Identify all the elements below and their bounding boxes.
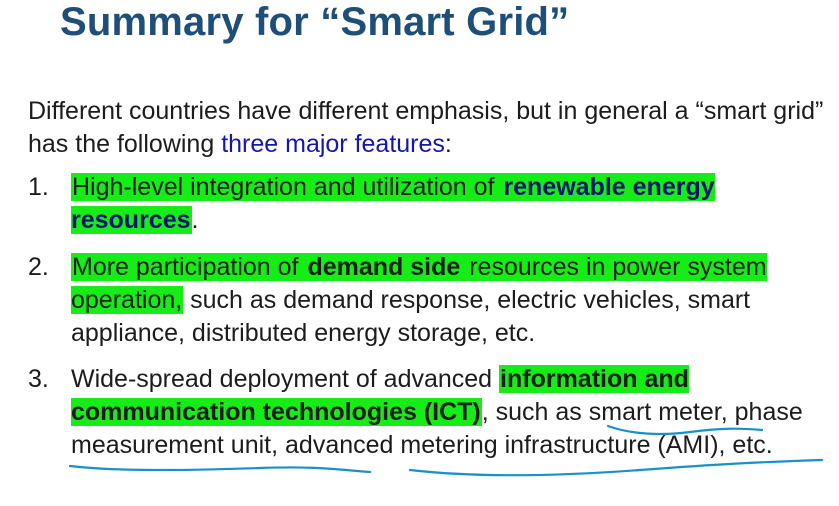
item-mid: , such as [481,398,589,426]
item-number: 2. [28,253,49,281]
intro-emphasis: three major features [221,130,445,158]
highlight-bold: demand side [306,253,462,281]
term-ami: advanced metering infrastructure [285,431,651,459]
intro-end: : [444,130,452,158]
underline-pmu [68,464,372,474]
term-pmu: phase measurement unit [71,398,803,459]
item-number: 1. [28,173,49,201]
item-tail: . [191,206,199,234]
slide-title: Summary for “Smart Grid” [60,0,570,44]
separator: , [271,431,286,459]
highlight: High-level integration and utilization o… [71,173,503,201]
underline-ami [408,458,824,477]
intro-paragraph: Different countries have different empha… [28,95,828,161]
item-body: Wide-spread deployment of advanced infor… [71,363,831,462]
highlight: More participation of [71,253,307,281]
item-number: 3. [28,365,49,393]
separator: , [720,398,735,426]
item-tail: such as demand response, electric vehicl… [71,286,751,347]
item-body: High-level integration and utilization o… [71,171,831,237]
item-body: More participation of demand side resour… [71,251,831,350]
item-lead: Wide-spread deployment of advanced [71,365,500,393]
item-tail: (AMI), etc. [650,431,773,459]
intro-text: Different countries have different empha… [28,97,824,158]
term-smart-meter: smart meter [588,398,721,426]
